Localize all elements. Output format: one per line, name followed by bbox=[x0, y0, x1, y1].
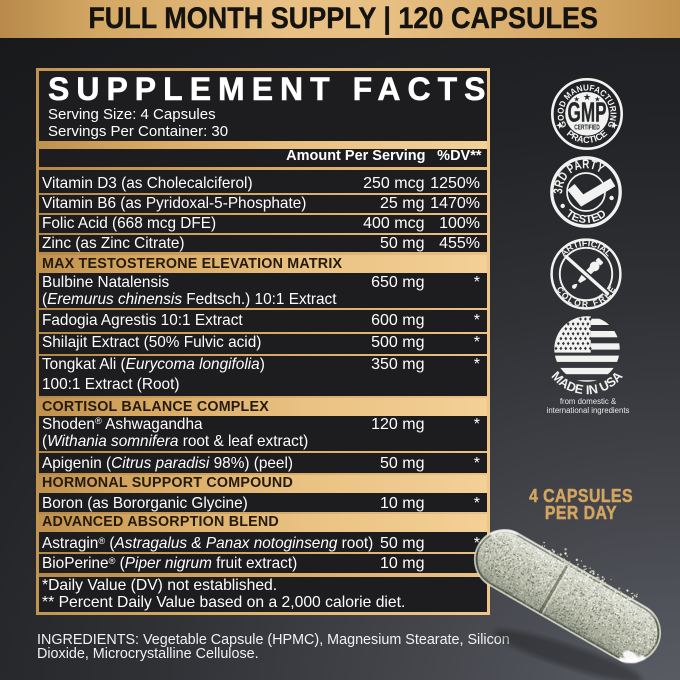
svg-text:★: ★ bbox=[573, 95, 579, 103]
svg-text:★: ★ bbox=[583, 92, 591, 102]
svg-text:★: ★ bbox=[594, 95, 600, 103]
svg-text:TESTED: TESTED bbox=[563, 208, 608, 226]
svg-text:GMP: GMP bbox=[568, 96, 607, 127]
svg-text:CERTIFIED: CERTIFIED bbox=[574, 122, 600, 131]
svg-text:PRACTICE: PRACTICE bbox=[565, 128, 609, 145]
svg-text:COLOR FREE: COLOR FREE bbox=[555, 284, 618, 309]
